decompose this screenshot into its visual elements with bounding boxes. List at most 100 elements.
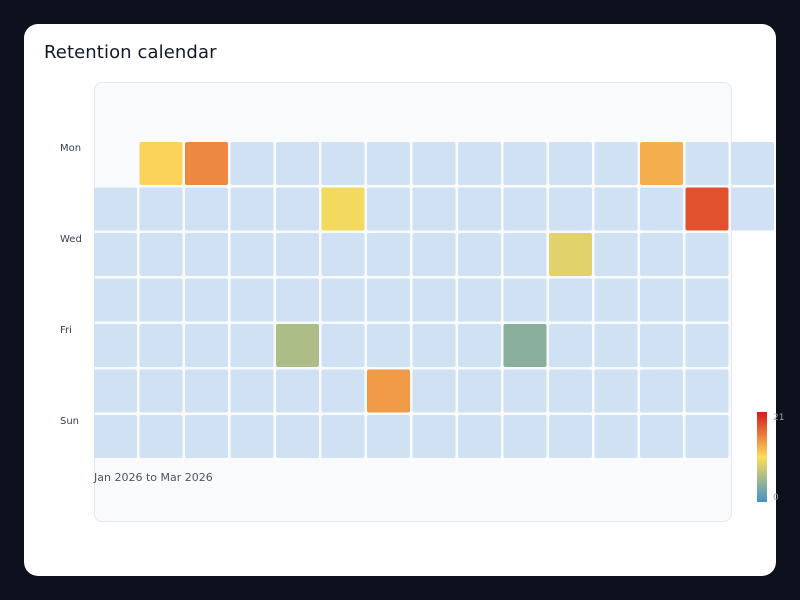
heatmap-cell[interactable]: [594, 187, 638, 231]
heatmap-cell[interactable]: [412, 142, 456, 185]
heatmap-cell[interactable]: [549, 324, 592, 367]
heatmap-cell[interactable]: [321, 233, 365, 276]
heatmap-cell[interactable]: [458, 324, 501, 367]
heatmap-cell[interactable]: [276, 415, 319, 458]
heatmap-cell[interactable]: [139, 142, 183, 185]
heatmap-cell[interactable]: [367, 142, 410, 185]
heatmap-cell[interactable]: [412, 233, 456, 276]
heatmap-cell[interactable]: [731, 142, 774, 185]
heatmap-cell[interactable]: [594, 142, 638, 185]
heatmap-cell[interactable]: [640, 278, 683, 322]
heatmap-cell[interactable]: [321, 187, 365, 231]
heatmap-cell[interactable]: [367, 187, 410, 231]
heatmap-cell[interactable]: [458, 233, 501, 276]
heatmap-cell[interactable]: [549, 233, 592, 276]
heatmap-cell[interactable]: [549, 369, 592, 413]
heatmap-cell[interactable]: [549, 142, 592, 185]
heatmap-cell[interactable]: [94, 187, 137, 231]
heatmap-cell[interactable]: [685, 415, 729, 458]
heatmap-cell[interactable]: [276, 187, 319, 231]
heatmap-cell[interactable]: [139, 415, 183, 458]
heatmap-cell[interactable]: [640, 233, 683, 276]
heatmap-cell[interactable]: [94, 369, 137, 413]
heatmap-cell[interactable]: [139, 278, 183, 322]
heatmap-cell[interactable]: [367, 324, 410, 367]
heatmap-cell[interactable]: [185, 142, 228, 185]
heatmap-cell[interactable]: [458, 278, 501, 322]
heatmap-cell[interactable]: [503, 233, 547, 276]
heatmap-cell[interactable]: [185, 187, 228, 231]
heatmap-cell[interactable]: [640, 415, 683, 458]
heatmap-cell[interactable]: [640, 324, 683, 367]
heatmap-cell[interactable]: [549, 415, 592, 458]
heatmap-cell[interactable]: [276, 278, 319, 322]
heatmap-cell[interactable]: [276, 142, 319, 185]
heatmap-cell[interactable]: [230, 187, 274, 231]
heatmap-cell[interactable]: [321, 369, 365, 413]
heatmap-cell[interactable]: [185, 324, 228, 367]
heatmap-cell[interactable]: [640, 187, 683, 231]
heatmap-cell[interactable]: [230, 324, 274, 367]
heatmap-cell[interactable]: [458, 369, 501, 413]
heatmap-cell[interactable]: [458, 142, 501, 185]
heatmap-cell[interactable]: [685, 369, 729, 413]
heatmap-cell[interactable]: [185, 278, 228, 322]
heatmap-cell[interactable]: [230, 233, 274, 276]
heatmap-cell[interactable]: [503, 324, 547, 367]
heatmap-cell[interactable]: [230, 278, 274, 322]
heatmap-cell[interactable]: [94, 324, 137, 367]
heatmap-cell[interactable]: [594, 278, 638, 322]
heatmap-cell[interactable]: [367, 369, 410, 413]
heatmap-cell[interactable]: [685, 187, 729, 231]
color-scale-min-label: 0: [773, 493, 779, 503]
heatmap-cell[interactable]: [139, 324, 183, 367]
heatmap-cell[interactable]: [685, 324, 729, 367]
heatmap-cell[interactable]: [321, 278, 365, 322]
heatmap-cell[interactable]: [503, 369, 547, 413]
heatmap-cell[interactable]: [685, 278, 729, 322]
heatmap-cell[interactable]: [685, 233, 729, 276]
heatmap-cell[interactable]: [503, 187, 547, 231]
heatmap-cell[interactable]: [139, 233, 183, 276]
heatmap-cell[interactable]: [321, 415, 365, 458]
heatmap-cell[interactable]: [503, 142, 547, 185]
heatmap-cell[interactable]: [458, 187, 501, 231]
heatmap-cell[interactable]: [731, 187, 774, 231]
heatmap-cell[interactable]: [458, 415, 501, 458]
heatmap-cell[interactable]: [549, 187, 592, 231]
heatmap-cell[interactable]: [367, 233, 410, 276]
heatmap-cell[interactable]: [185, 369, 228, 413]
heatmap-cell[interactable]: [230, 142, 274, 185]
heatmap-cell[interactable]: [594, 233, 638, 276]
heatmap-cell[interactable]: [549, 278, 592, 322]
heatmap-cell[interactable]: [594, 415, 638, 458]
heatmap-cell[interactable]: [139, 187, 183, 231]
heatmap-cell[interactable]: [412, 324, 456, 367]
heatmap-cell[interactable]: [640, 142, 683, 185]
heatmap-cell[interactable]: [276, 369, 319, 413]
heatmap-cell[interactable]: [230, 369, 274, 413]
heatmap-cell[interactable]: [412, 278, 456, 322]
heatmap-cell[interactable]: [94, 415, 137, 458]
heatmap-cell[interactable]: [185, 233, 228, 276]
heatmap-cell[interactable]: [503, 415, 547, 458]
heatmap-cell[interactable]: [367, 278, 410, 322]
heatmap-cell[interactable]: [594, 369, 638, 413]
heatmap-cell[interactable]: [276, 324, 319, 367]
heatmap-cell[interactable]: [685, 142, 729, 185]
heatmap-cell[interactable]: [139, 369, 183, 413]
heatmap-cell[interactable]: [94, 278, 137, 322]
heatmap-cell[interactable]: [412, 187, 456, 231]
heatmap-cell[interactable]: [367, 415, 410, 458]
heatmap-cell[interactable]: [94, 233, 137, 276]
heatmap-cell[interactable]: [412, 369, 456, 413]
heatmap-cell[interactable]: [321, 142, 365, 185]
heatmap-cell[interactable]: [230, 415, 274, 458]
heatmap-cell[interactable]: [594, 324, 638, 367]
heatmap-cell[interactable]: [412, 415, 456, 458]
heatmap-cell[interactable]: [185, 415, 228, 458]
heatmap-cell[interactable]: [640, 369, 683, 413]
heatmap-cell[interactable]: [276, 233, 319, 276]
heatmap-cell[interactable]: [503, 278, 547, 322]
heatmap-cell[interactable]: [321, 324, 365, 367]
